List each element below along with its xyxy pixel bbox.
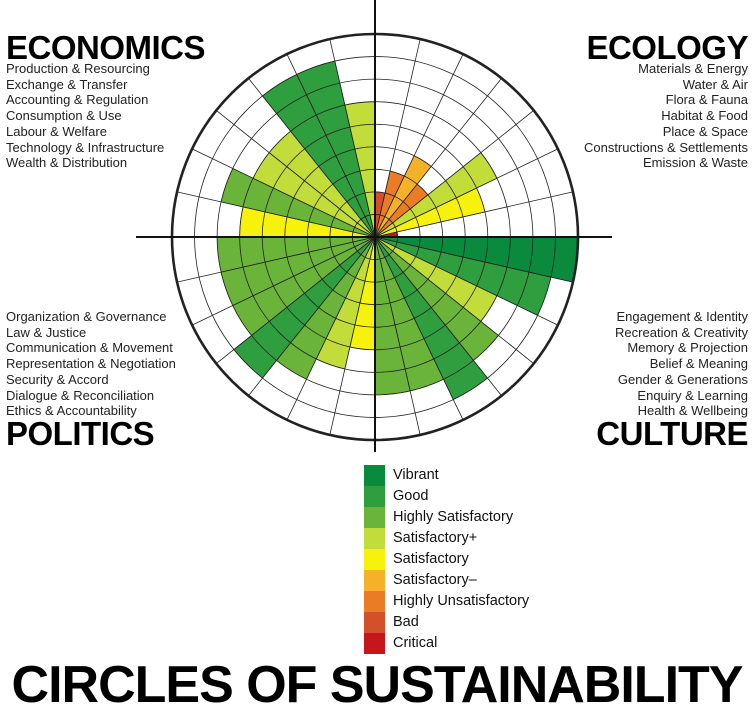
grid-layer — [136, 0, 612, 452]
grid-spoke — [374, 236, 573, 283]
legend-swatch — [364, 570, 385, 591]
grid-spoke — [374, 236, 559, 326]
grid-spoke — [177, 191, 376, 238]
legend-label: Bad — [393, 614, 419, 630]
culture-subdomain: Engagement & Identity — [616, 309, 748, 324]
culture-subdomain: Gender & Generations — [617, 371, 748, 387]
culture-subdomain: Recreation & Creativity — [615, 324, 748, 340]
grid-spoke — [248, 78, 376, 238]
legend-swatch — [364, 507, 385, 528]
economics-subdomain: Exchange & Transfer — [6, 76, 128, 92]
politics-subdomain-list: Organization & Governance Law & Justice … — [6, 309, 176, 419]
ecology-subdomain: Emission & Waste — [643, 155, 748, 171]
politics-subdomain: Security & Accord — [6, 371, 109, 387]
economics-subdomain: Accounting & Regulation — [6, 92, 149, 108]
culture-subdomain: Belief & Meaning — [649, 356, 748, 372]
grid-spoke — [374, 53, 464, 238]
ecology-subdomain: Flora & Fauna — [665, 92, 748, 108]
economics-subdomain: Production & Resourcing — [6, 61, 150, 76]
grid-spoke — [191, 236, 376, 326]
legend-label: Satisfactory+ — [393, 530, 478, 546]
legend-swatch — [364, 549, 385, 570]
legend-swatch — [364, 486, 385, 507]
grid-spoke — [286, 236, 376, 421]
politics-subdomain: Representation & Negotiation — [6, 356, 176, 372]
grid-spoke — [374, 148, 559, 238]
grid-spoke — [374, 78, 502, 238]
legend-swatch — [364, 528, 385, 549]
grid-spoke — [374, 236, 421, 435]
legend-label: Highly Satisfactory — [393, 509, 514, 525]
legend-swatch — [364, 465, 385, 486]
grid-spoke — [248, 236, 376, 396]
politics-subdomain: Dialogue & Reconciliation — [6, 387, 155, 403]
legend-swatch — [364, 612, 385, 633]
grid-spoke — [329, 236, 376, 435]
grid-spoke — [329, 39, 376, 238]
economics-subdomain: Consumption & Use — [6, 108, 122, 124]
grid-spoke — [286, 53, 376, 238]
legend-label: Vibrant — [393, 467, 439, 483]
culture-title: CULTURE — [596, 415, 748, 452]
politics-title: POLITICS — [6, 415, 155, 452]
legend-swatch — [364, 591, 385, 612]
ecology-subdomain: Place & Space — [662, 123, 748, 139]
legend-label: Satisfactory — [393, 551, 469, 567]
grid-spoke — [216, 236, 376, 364]
culture-subdomain: Enquiry & Learning — [637, 387, 748, 403]
culture-subdomain: Memory & Projection — [627, 340, 748, 356]
ecology-subdomain: Water & Air — [682, 76, 748, 92]
politics-subdomain: Organization & Governance — [6, 309, 167, 324]
ecology-title: ECOLOGY — [586, 29, 748, 66]
page-title: CIRCLES OF SUSTAINABILITY — [11, 656, 744, 714]
wedge-layer — [216, 60, 579, 400]
economics-title: ECONOMICS — [6, 29, 206, 66]
economics-subdomain: Labour & Welfare — [6, 123, 107, 139]
grid-spoke — [374, 236, 534, 364]
legend-label: Satisfactory– — [393, 572, 477, 588]
politics-subdomain: Communication & Movement — [6, 340, 173, 356]
grid-spoke — [374, 110, 534, 238]
ecology-subdomain: Habitat & Food — [661, 108, 748, 124]
culture-subdomain: Health & Wellbeing — [637, 403, 748, 419]
grid-spoke — [374, 191, 573, 238]
grid-spoke — [374, 236, 502, 396]
legend-label: Highly Unsatisfactory — [393, 593, 530, 609]
culture-subdomain-list: Engagement & Identity Recreation & Creat… — [615, 309, 748, 419]
politics-subdomain: Law & Justice — [6, 324, 87, 340]
economics-subdomain-list: Production & Resourcing Exchange & Trans… — [6, 61, 164, 171]
grid-spoke — [191, 148, 376, 238]
economics-subdomain: Technology & Infrastructure — [6, 139, 165, 155]
grid-spoke — [177, 236, 376, 283]
politics-subdomain: Ethics & Accountability — [6, 403, 137, 419]
ecology-subdomain: Constructions & Settlements — [583, 139, 748, 155]
economics-subdomain: Wealth & Distribution — [6, 155, 128, 171]
legend-label: Critical — [393, 635, 438, 651]
ecology-subdomain-list: Materials & Energy Water & Air Flora & F… — [584, 61, 748, 171]
grid-spoke — [216, 110, 376, 238]
legend-label: Good — [393, 488, 429, 504]
ecology-subdomain: Materials & Energy — [638, 61, 748, 76]
grid-spoke — [374, 39, 421, 238]
grid-spoke — [374, 236, 464, 421]
legend-swatch — [364, 633, 385, 654]
